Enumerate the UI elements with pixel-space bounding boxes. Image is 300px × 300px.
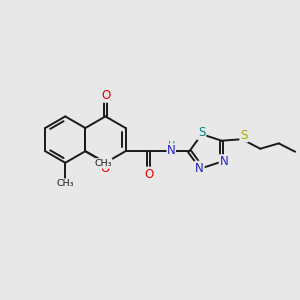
Text: CH₃: CH₃ <box>56 179 74 188</box>
Text: N: N <box>167 144 176 157</box>
Text: CH₃: CH₃ <box>94 159 112 168</box>
Text: O: O <box>100 162 110 175</box>
Text: S: S <box>240 129 248 142</box>
Text: H: H <box>168 141 175 151</box>
Text: N: N <box>195 162 204 175</box>
Text: O: O <box>144 168 153 181</box>
Text: S: S <box>198 126 206 139</box>
Text: N: N <box>220 155 228 168</box>
Text: O: O <box>101 89 111 102</box>
